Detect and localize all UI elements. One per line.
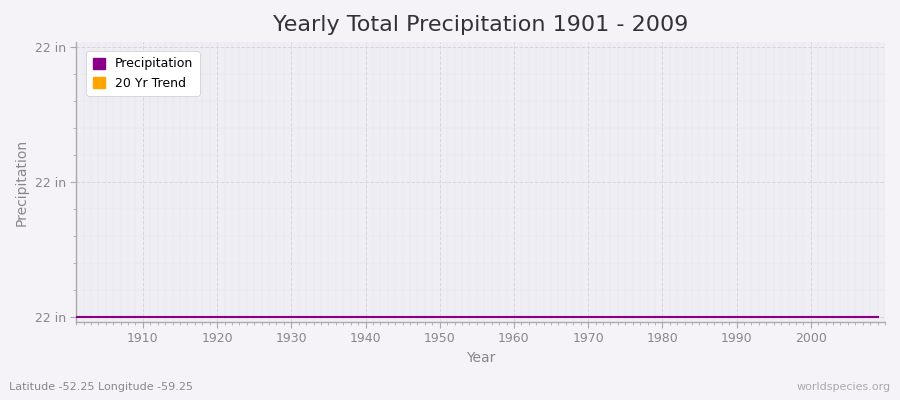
Legend: Precipitation, 20 Yr Trend: Precipitation, 20 Yr Trend bbox=[86, 51, 200, 96]
Title: Yearly Total Precipitation 1901 - 2009: Yearly Total Precipitation 1901 - 2009 bbox=[273, 15, 688, 35]
Text: Latitude -52.25 Longitude -59.25: Latitude -52.25 Longitude -59.25 bbox=[9, 382, 193, 392]
Y-axis label: Precipitation: Precipitation bbox=[15, 138, 29, 226]
Text: worldspecies.org: worldspecies.org bbox=[796, 382, 891, 392]
X-axis label: Year: Year bbox=[466, 351, 495, 365]
